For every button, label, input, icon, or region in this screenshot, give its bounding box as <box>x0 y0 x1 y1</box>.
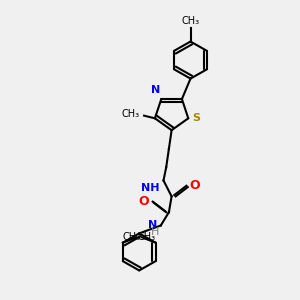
Text: O: O <box>189 179 200 192</box>
Text: S: S <box>192 113 200 123</box>
Text: CH₃: CH₃ <box>123 232 141 242</box>
Text: N: N <box>151 85 160 95</box>
Text: CH₃: CH₃ <box>138 232 156 242</box>
Text: CH₃: CH₃ <box>182 16 200 26</box>
Text: N: N <box>148 220 157 230</box>
Text: O: O <box>139 195 149 208</box>
Text: H: H <box>151 227 160 237</box>
Text: CH₃: CH₃ <box>122 109 140 119</box>
Text: NH: NH <box>141 183 160 193</box>
